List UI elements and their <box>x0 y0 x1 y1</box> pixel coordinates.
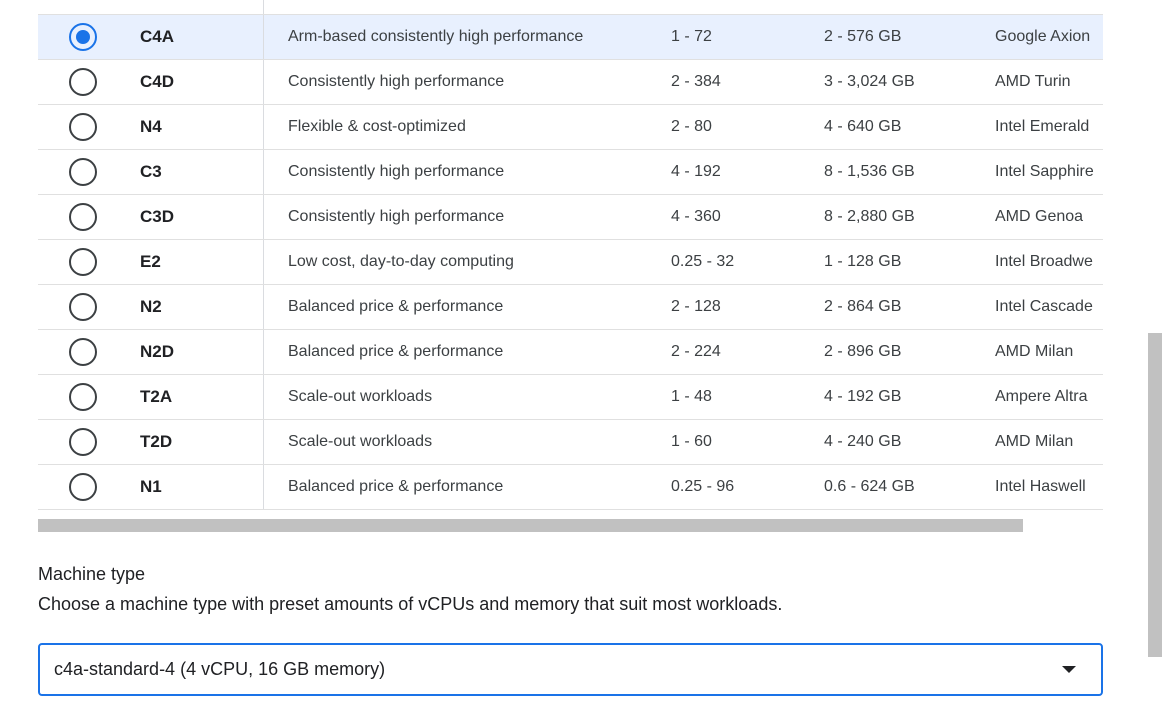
column-divider <box>263 285 264 329</box>
machine-type-select[interactable]: c4a-standard-4 (4 vCPU, 16 GB memory) <box>38 643 1103 696</box>
vcpu-range: 1 - 48 <box>671 388 712 405</box>
radio-button[interactable] <box>69 23 97 51</box>
table-row[interactable]: E2 Low cost, day-to-day computing 0.25 - 3… <box>38 240 1103 285</box>
vcpu-range: 2 - 384 <box>671 73 721 90</box>
series-description: Consistently high performance <box>288 73 505 90</box>
top-border <box>38 14 1103 15</box>
memory-range: 4 - 640 GB <box>824 118 902 135</box>
series-name: N2D <box>140 342 175 361</box>
memory-range: 4 - 192 GB <box>824 388 902 405</box>
vcpu-range: 0.25 - 96 <box>671 478 735 495</box>
platform: Intel Emerald <box>995 118 1090 135</box>
vcpu-range: 2 - 80 <box>671 118 712 135</box>
memory-range: 2 - 896 GB <box>824 343 902 360</box>
platform: Google Axion <box>995 28 1091 45</box>
series-description: Consistently high performance <box>288 208 505 225</box>
radio-button[interactable] <box>69 338 97 366</box>
platform: Ampere Altra <box>995 388 1088 405</box>
platform: Intel Sapphire <box>995 163 1094 180</box>
series-description: Balanced price & performance <box>288 298 504 315</box>
column-divider <box>263 375 264 419</box>
column-divider <box>263 60 264 104</box>
vcpu-range: 2 - 128 <box>671 298 721 315</box>
platform: AMD Turin <box>995 73 1071 90</box>
memory-range: 1 - 128 GB <box>824 253 902 270</box>
series-name: C4A <box>140 27 175 46</box>
section-help: Choose a machine type with preset amount… <box>38 594 783 614</box>
table-row[interactable]: T2D Scale-out workloads 1 - 60 4 - 240 GB AM… <box>38 420 1103 465</box>
series-name: T2D <box>140 432 173 451</box>
platform: Intel Broadwe <box>995 253 1093 270</box>
vcpu-range: 0.25 - 32 <box>671 253 735 270</box>
column-divider <box>263 420 264 464</box>
series-name: C3 <box>140 162 162 181</box>
memory-range: 2 - 576 GB <box>824 28 902 45</box>
radio-button[interactable] <box>69 293 97 321</box>
column-divider <box>263 465 264 509</box>
series-description: Flexible & cost-optimized <box>288 118 466 135</box>
series-description: Scale-out workloads <box>288 388 433 405</box>
dropdown-arrow <box>1062 666 1076 673</box>
radio-button[interactable] <box>69 473 97 501</box>
table-row[interactable]: T2A Scale-out workloads 1 - 48 4 - 192 GB Am… <box>38 375 1103 420</box>
radio-button[interactable] <box>69 158 97 186</box>
column-divider <box>263 330 264 374</box>
table-row[interactable]: C3 Consistently high performance 4 - 192 8 … <box>38 150 1103 195</box>
table-row[interactable]: C4A Arm-based consistently high performan… <box>38 15 1103 60</box>
memory-range: 3 - 3,024 GB <box>824 73 915 90</box>
memory-range: 8 - 2,880 GB <box>824 208 915 225</box>
memory-range: 0.6 - 624 GB <box>824 478 915 495</box>
vcpu-range: 4 - 360 <box>671 208 721 225</box>
horizontal-scrollbar[interactable] <box>38 519 1023 532</box>
table-row[interactable]: N2D Balanced price & performance 2 - 224 2 … <box>38 330 1103 375</box>
column-divider <box>263 195 264 239</box>
platform: AMD Milan <box>995 343 1074 360</box>
series-name: N2 <box>140 297 162 316</box>
radio-button[interactable] <box>69 68 97 96</box>
platform: Intel Cascade <box>995 298 1093 315</box>
series-name: C4D <box>140 72 175 91</box>
radio-button[interactable] <box>69 428 97 456</box>
series-name: N1 <box>140 477 162 496</box>
platform: AMD Milan <box>995 433 1074 450</box>
series-name: E2 <box>140 252 161 271</box>
memory-range: 2 - 864 GB <box>824 298 902 315</box>
radio-button[interactable] <box>69 113 97 141</box>
select-value: c4a-standard-4 (4 vCPU, 16 GB memory) <box>54 659 386 679</box>
column-divider <box>263 105 264 149</box>
top-divider <box>263 0 264 14</box>
table-row[interactable]: N4 Flexible & cost-optimized 2 - 80 4 - 640… <box>38 105 1103 150</box>
series-name: T2A <box>140 387 173 406</box>
series-description: Scale-out workloads <box>288 433 433 450</box>
memory-range: 8 - 1,536 GB <box>824 163 915 180</box>
series-description: Balanced price & performance <box>288 478 504 495</box>
vertical-scrollbar[interactable] <box>1148 333 1162 657</box>
series-name: N4 <box>140 117 162 136</box>
table-row[interactable]: C4D Consistently high performance 2 - 384 3… <box>38 60 1103 105</box>
series-description: Low cost, day-to-day computing <box>288 253 514 270</box>
column-divider <box>263 150 264 194</box>
platform: AMD Genoa <box>995 208 1084 225</box>
vcpu-range: 1 - 72 <box>671 28 712 45</box>
series-name: C3D <box>140 207 175 226</box>
series-description: Arm-based consistently high performance <box>288 28 584 45</box>
platform: Intel Haswell <box>995 478 1086 495</box>
column-divider <box>263 15 264 59</box>
memory-range: 4 - 240 GB <box>824 433 902 450</box>
series-description: Balanced price & performance <box>288 343 504 360</box>
column-divider <box>263 240 264 284</box>
radio-button[interactable] <box>69 248 97 276</box>
series-description: Consistently high performance <box>288 163 505 180</box>
vcpu-range: 4 - 192 <box>671 163 721 180</box>
vcpu-range: 2 - 224 <box>671 343 721 360</box>
radio-button[interactable] <box>69 383 97 411</box>
table-row[interactable]: C3D Consistently high performance 4 - 360 8… <box>38 195 1103 240</box>
section-title: Machine type <box>38 564 146 584</box>
table-row[interactable]: N2 Balanced price & performance 2 - 128 2 -… <box>38 285 1103 330</box>
vcpu-range: 1 - 60 <box>671 433 712 450</box>
radio-button[interactable] <box>69 203 97 231</box>
table-row[interactable]: N1 Balanced price & performance 0.25 - 96 0… <box>38 465 1103 510</box>
